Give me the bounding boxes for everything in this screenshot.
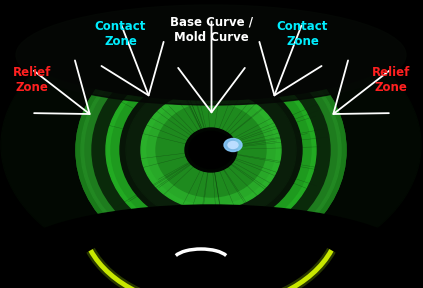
Ellipse shape — [16, 5, 406, 105]
Ellipse shape — [126, 78, 296, 222]
Ellipse shape — [147, 96, 275, 204]
Ellipse shape — [111, 65, 311, 235]
Ellipse shape — [86, 44, 336, 256]
Ellipse shape — [156, 103, 266, 197]
Ellipse shape — [106, 61, 316, 239]
Text: Relief
Zone: Relief Zone — [372, 66, 410, 94]
Ellipse shape — [1, 10, 421, 280]
Ellipse shape — [141, 90, 281, 209]
Ellipse shape — [1, 0, 421, 100]
Ellipse shape — [76, 35, 346, 265]
Ellipse shape — [91, 48, 331, 252]
Text: Base Curve /
Mold Curve: Base Curve / Mold Curve — [170, 16, 253, 44]
Ellipse shape — [120, 73, 302, 228]
Ellipse shape — [92, 49, 330, 251]
Ellipse shape — [1, 205, 421, 288]
Ellipse shape — [228, 141, 238, 149]
Ellipse shape — [76, 35, 346, 265]
Text: Contact
Zone: Contact Zone — [277, 20, 328, 48]
Ellipse shape — [185, 128, 237, 172]
Text: Contact
Zone: Contact Zone — [95, 20, 146, 48]
Ellipse shape — [85, 43, 337, 257]
Ellipse shape — [189, 132, 233, 168]
Ellipse shape — [81, 39, 341, 261]
Text: Relief
Zone: Relief Zone — [13, 66, 51, 94]
Ellipse shape — [81, 39, 341, 261]
Ellipse shape — [224, 139, 242, 151]
